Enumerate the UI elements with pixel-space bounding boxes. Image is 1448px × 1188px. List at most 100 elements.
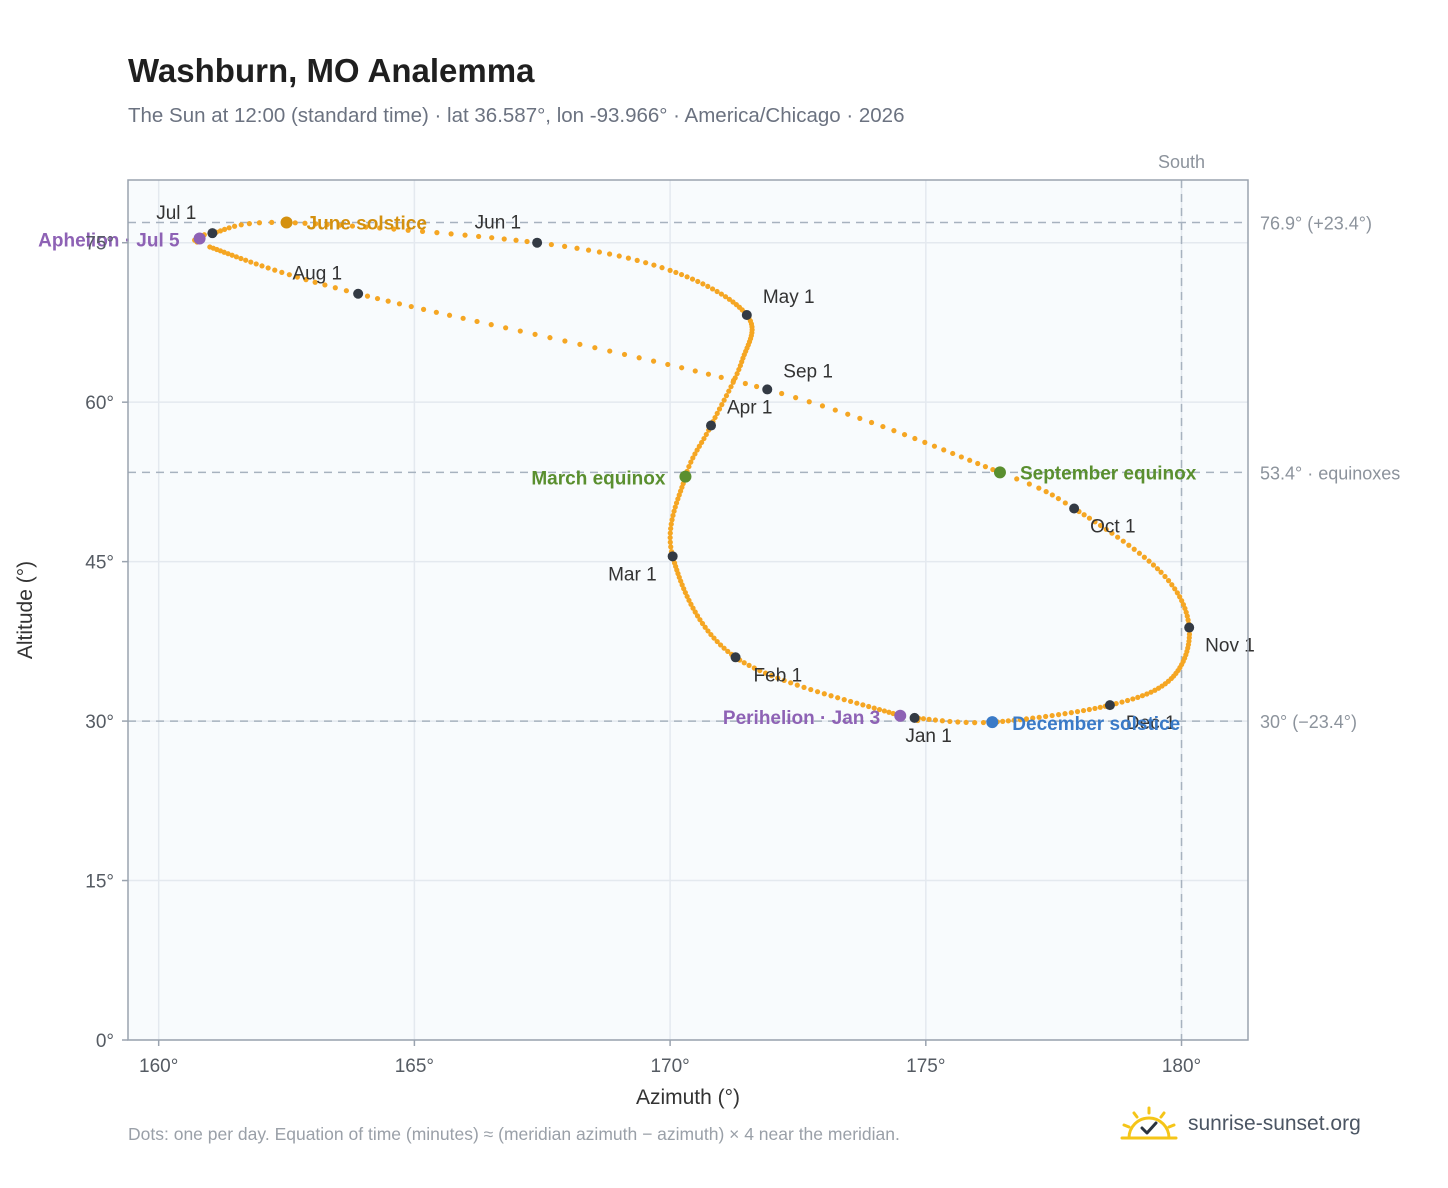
sun-position-dot [474,318,480,325]
sun-position-dot [1144,691,1150,697]
sun-position-dot [1179,598,1185,604]
sun-position-dot [665,361,671,368]
event-marker-dot [986,716,999,729]
sun-position-dot [1154,566,1161,572]
sun-position-dot [1119,699,1125,705]
sun-position-dot [694,613,701,619]
sun-position-dot [1043,713,1049,720]
sun-position-dot [302,220,308,226]
sun-position-dot [621,351,628,358]
month-marker-label: Aug 1 [292,264,342,285]
sun-position-dot [643,260,649,266]
brand-logo[interactable]: sunrise-sunset.org [1120,1102,1361,1146]
sun-position-dot [841,697,847,703]
reference-line-label: 30° (−23.4°) [1260,712,1357,732]
sun-position-dot [226,225,232,231]
sun-position-dot [757,667,763,674]
month-marker-label: May 1 [763,287,815,308]
sun-position-dot [931,443,938,449]
sun-position-dot [912,435,918,442]
month-marker: Aug 1 [292,264,364,299]
sun-position-dot [1055,495,1061,502]
sun-position-dot [686,463,692,470]
month-marker-dot [207,228,218,239]
sun-position-dot [294,274,300,280]
month-marker-dot [667,551,678,562]
chart-subtitle: The Sun at 12:00 (standard time) · lat 3… [128,104,905,127]
sun-position-dot [1030,715,1036,721]
sun-position-dot [972,720,978,726]
sun-position-dot [1135,694,1141,700]
sun-position-dot [1026,481,1032,487]
sun-position-dot [1124,697,1131,704]
month-marker-label: Nov 1 [1205,636,1255,657]
month-marker-dot [706,420,717,431]
sun-position-dot [408,303,414,310]
sun-position-dot [721,645,727,651]
sun-position-dot [746,662,752,668]
sun-position-dot [941,447,947,453]
sun-position-dot [1130,696,1136,702]
sun-position-dot [700,281,706,287]
sun-position-dot [695,278,701,285]
sun-position-dot [703,431,709,438]
sun-position-dot [788,680,794,686]
event-marker-dot [280,216,293,229]
sun-position-dot [678,271,685,278]
sun-position-dot [736,366,742,373]
sun-position-dot [692,451,698,457]
sun-position-dot [1086,706,1092,713]
sun-position-dot [854,700,860,706]
sun-position-dot [238,255,244,262]
sun-position-dot [1062,711,1068,717]
sun-position-dot [1136,550,1143,556]
sun-position-dot [794,682,800,688]
month-marker-label: Oct 1 [1090,516,1135,537]
sun-position-dot [606,251,613,257]
month-marker-dot [1184,622,1195,633]
event-marker: September equinox [993,463,1197,484]
sun-position-dot [532,331,538,337]
month-marker-label: Mar 1 [608,564,657,585]
sun-position-dot [725,648,731,654]
sun-position-dot [686,597,692,603]
sun-position-dot [636,355,642,361]
sun-position-dot [1120,538,1126,544]
sun-position-dot [779,390,785,397]
sun-position-dot [730,377,737,384]
event-marker-label: Aphelion · Jul 5 [38,230,180,251]
sun-position-dot [705,283,711,289]
sun-position-dot [775,675,781,681]
sun-position-dot [460,315,466,321]
month-marker-dot [1104,700,1115,711]
sun-position-dot [967,457,973,463]
sun-position-dot [269,219,275,225]
sun-position-dot [1148,689,1154,695]
sun-position-dot [548,241,554,248]
sun-position-dot [1014,476,1020,482]
sun-position-dot [562,338,568,344]
sun-position-dot [246,221,252,227]
month-marker: Jul 1 [156,203,218,239]
event-marker: Aphelion · Jul 5 [38,230,206,251]
sun-position-dot [1139,693,1146,699]
month-marker-dot [532,237,543,248]
sun-position-dot [1000,718,1006,724]
sun-position-dot [901,431,908,438]
sun-position-dot [669,517,675,523]
sun-position-dot [705,371,712,377]
sun-position-dot [871,705,877,711]
sun-position-dot [719,402,725,408]
sun-position-dot [806,399,812,405]
sun-position-dot [697,617,703,623]
sun-position-dot [1162,573,1168,580]
sun-position-dot [768,673,775,679]
sun-position-dot [1055,712,1062,718]
sun-position-dot [489,235,495,241]
sun-position-dot [716,406,723,412]
sun-position-dot [391,226,397,232]
sun-position-dot [524,238,530,245]
sun-position-dot [501,236,507,242]
sun-position-dot [808,686,814,693]
sun-position-dot [881,708,887,714]
